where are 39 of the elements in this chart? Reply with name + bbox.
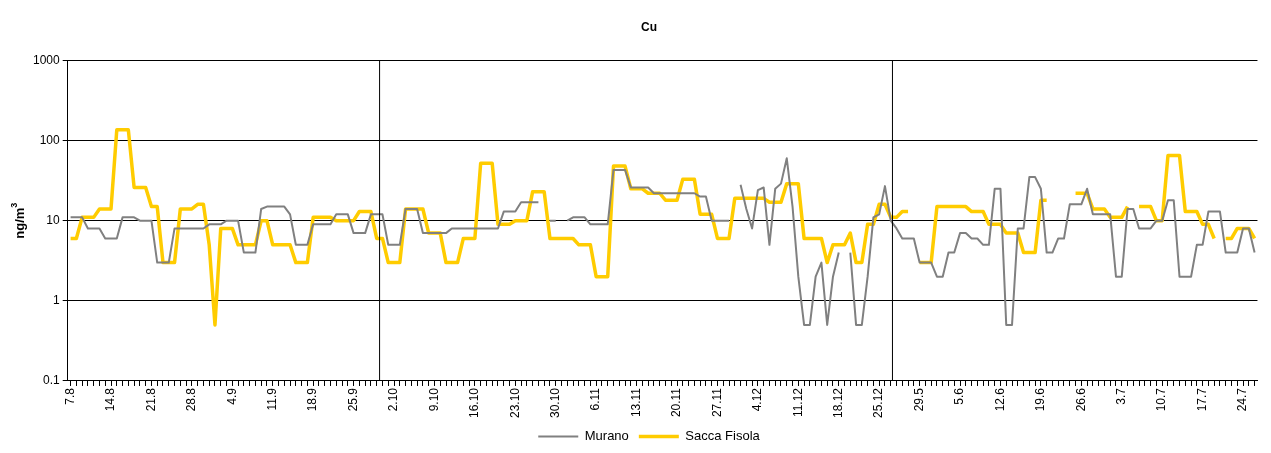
x-tick-label: 11.12: [790, 387, 805, 418]
x-tick-label: 16.10: [467, 387, 482, 418]
x-tick-label: 27.11: [709, 387, 724, 418]
x-tick-label: 17.7: [1194, 387, 1209, 412]
x-tick-label: 12.6: [992, 387, 1007, 412]
x-tick-label: 14.8: [103, 387, 118, 412]
x-tick-label: 6.11: [588, 387, 603, 411]
x-tick-label: 30.10: [548, 387, 563, 418]
x-tick-label: 2.10: [386, 387, 401, 412]
x-tick-label: 28.8: [184, 387, 199, 412]
legend-label: Sacca Fisola: [685, 428, 761, 444]
x-tick-label: 11.9: [265, 387, 280, 411]
y-tick-label: 0.1: [43, 373, 61, 388]
x-tick-label: 18.12: [831, 387, 846, 418]
legend-label: Murano: [584, 428, 629, 444]
y-axis-title: ng/m3: [9, 202, 27, 239]
x-tick-label: 26.6: [1073, 387, 1088, 412]
y-tick-label: 10: [46, 213, 61, 227]
x-tick-label: 23.10: [507, 387, 522, 418]
chart-title: Cu: [641, 19, 657, 34]
x-tick-label: 19.6: [1033, 387, 1048, 412]
x-tick-label: 20.11: [669, 387, 684, 418]
x-tick-label: 3.7: [1114, 387, 1129, 405]
x-tick-label: 29.5: [911, 387, 926, 412]
x-tick-label: 7.8: [62, 387, 77, 405]
y-tick-label: 100: [39, 132, 61, 147]
y-tick-label: 1: [53, 293, 61, 308]
y-tick-label: 1000: [32, 52, 61, 67]
x-tick-label: 10.7: [1154, 387, 1169, 412]
x-tick-label: 4.12: [750, 387, 765, 412]
x-tick-label: 9.10: [426, 387, 441, 412]
x-tick-label: 24.7: [1235, 387, 1250, 412]
x-tick-label: 25.9: [345, 387, 360, 412]
x-tick-label: 25.12: [871, 387, 886, 418]
x-tick-label: 18.9: [305, 387, 320, 412]
x-tick-label: 13.11: [628, 387, 643, 418]
x-tick-label: 21.8: [143, 387, 158, 412]
x-tick-label: 4.9: [224, 387, 239, 405]
x-tick-label: 5.6: [952, 387, 967, 405]
